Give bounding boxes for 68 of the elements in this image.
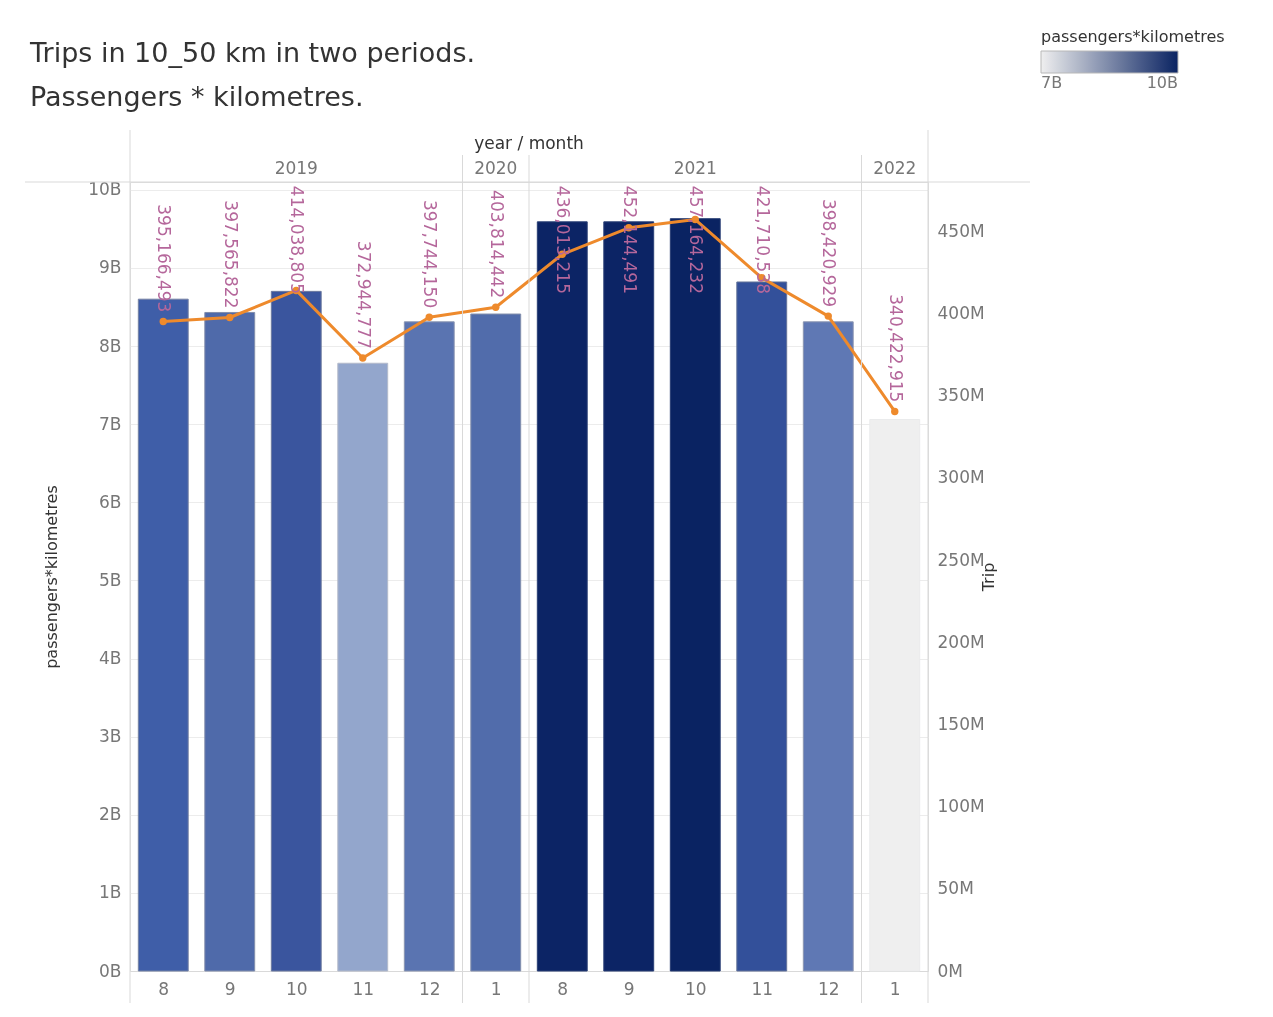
x-tick-label: 10 [285,978,308,999]
point [159,317,167,326]
x-tick-label: 12 [418,978,441,999]
y-tick-label: 2B [99,804,122,825]
data-label: 436,013,215 [553,185,574,294]
x-tick-label: 9 [623,978,635,999]
y2-tick-label: 150M [937,713,985,734]
y-tick-label: 6B [99,491,122,512]
x-tick-label: 1 [889,978,901,999]
bar [204,311,256,972]
text: 2021 [673,158,717,178]
y2-tick-label: 400M [937,303,985,323]
point [359,354,367,362]
y-tick-label: 4B [99,648,122,669]
y-tick-label: 5B [99,569,122,590]
point [226,313,234,322]
data-label: 457,164,232 [686,185,707,294]
y2-tick-label: 0M [937,960,963,981]
point [492,303,500,311]
y2-tick-label: 50M [937,878,974,899]
y-tick-label: 1B [99,882,122,903]
x-tick-label: 8 [158,978,170,999]
data-label: 398,420,929 [819,198,840,308]
data-label: 395,166,493 [154,204,175,313]
x-tick-label: 12 [817,978,840,999]
y-tick-label: 3B [99,726,122,747]
text: 2022 [873,158,917,178]
point [824,312,832,320]
bar [802,321,854,972]
x-axis-title: year / month [474,133,584,153]
data-label: 340,422,915 [885,294,906,403]
y2-tick-label: 100M [937,796,985,817]
y-axis-title: passengers*kilometres [42,485,62,669]
data-label: 414,038,805 [287,185,308,294]
bar [337,362,389,972]
text: 2019 [274,158,318,178]
y2-tick-label: 200M [937,631,985,652]
x-tick-label: 11 [751,978,774,999]
color-bar-label: 7B [1041,73,1063,92]
x-tick-label: 10 [684,978,707,999]
point [425,313,433,321]
y-tick-label: 7B [99,413,122,434]
point [891,407,899,416]
color-bar-label: 10B [1146,73,1178,92]
x-tick-label: 11 [352,978,375,999]
bar [470,313,522,972]
y2-tick-label: 300M [937,467,985,488]
text: 2020 [474,158,518,178]
data-label: 372,944,777 [353,240,374,349]
bar [403,321,455,972]
x-tick-label: 9 [224,978,236,999]
y2-tick-label: 450M [937,220,985,241]
data-label: 403,814,442 [486,190,507,299]
data-label: 421,710,538 [752,185,773,294]
y-tick-label: 0B [99,960,122,981]
data-label: 452,144,491 [619,185,640,294]
y2-tick-label: 250M [937,549,985,570]
data-label: 397,565,822 [220,200,241,309]
color-bar-title: passengers*kilometres [1041,27,1225,46]
chart-subtitle: Passengers * kilometres. [30,81,364,112]
x-tick-label: 1 [490,978,502,999]
x-tick-label: 8 [557,978,569,999]
y-tick-label: 10B [88,179,122,200]
chart-title: Trips in 10_50 km in two periods. [29,37,476,68]
y-tick-label: 9B [99,257,122,278]
y2-tick-label: 350M [937,385,985,406]
y-tick-label: 8B [99,335,122,356]
data-label: 397,744,150 [420,200,441,309]
